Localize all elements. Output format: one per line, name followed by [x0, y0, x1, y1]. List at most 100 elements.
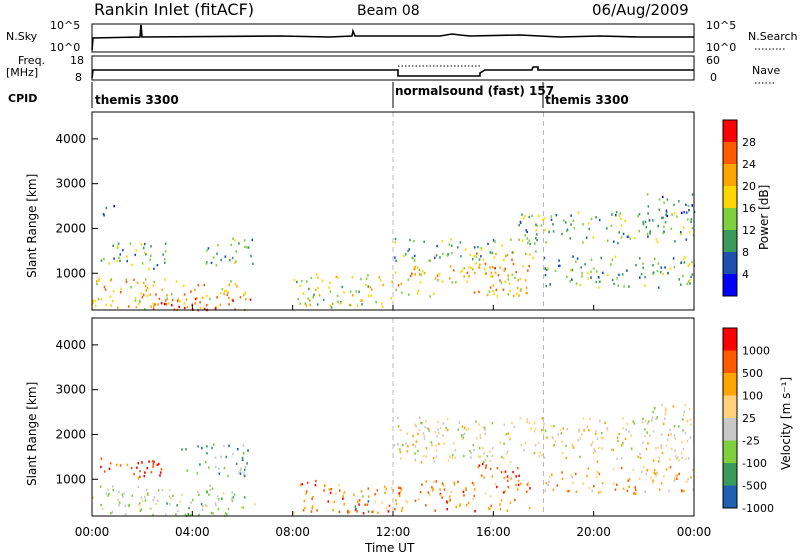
- heatmap-cell: [516, 466, 519, 470]
- heatmap-cell: [127, 305, 130, 308]
- heatmap-cell: [669, 466, 672, 469]
- heatmap-cell: [391, 486, 393, 490]
- heatmap-cell: [461, 269, 463, 272]
- heatmap-cell: [315, 479, 317, 483]
- heatmap-cell: [518, 238, 520, 241]
- heatmap-cell: [591, 441, 594, 444]
- heatmap-cell: [317, 287, 319, 290]
- heatmap-cell: [690, 275, 692, 279]
- heatmap-cell: [414, 273, 416, 276]
- heatmap-cell: [492, 447, 494, 450]
- heatmap-cell: [429, 259, 431, 262]
- heatmap-cell: [337, 300, 339, 303]
- heatmap-cell: [152, 462, 155, 466]
- heatmap-cell: [467, 427, 470, 431]
- heatmap-cell: [655, 474, 657, 478]
- heatmap-cell: [567, 490, 569, 493]
- heatmap-cell: [618, 273, 620, 277]
- heatmap-cell: [235, 260, 237, 263]
- colorbar-segment: [723, 395, 737, 418]
- heatmap-cell: [510, 477, 512, 480]
- heatmap-cell: [168, 495, 171, 498]
- heatmap-cell: [582, 241, 584, 244]
- heatmap-cell: [457, 480, 459, 484]
- heatmap-cell: [492, 290, 494, 293]
- heatmap-cell: [361, 303, 363, 306]
- colorbar-segment: [723, 274, 737, 296]
- heatmap-cell: [509, 460, 512, 464]
- heatmap-cell: [454, 449, 457, 452]
- heatmap-cell: [628, 485, 630, 488]
- heatmap-cell: [596, 470, 599, 474]
- heatmap-cell: [164, 278, 166, 281]
- heatmap-cell: [682, 413, 685, 417]
- heatmap-cell: [96, 280, 98, 283]
- heatmap-cell: [648, 219, 651, 222]
- heatmap-cell: [682, 447, 685, 451]
- heatmap-cell: [473, 494, 476, 498]
- heatmap-cell: [577, 430, 580, 433]
- heatmap-cell: [586, 474, 588, 478]
- heatmap-cell: [491, 266, 494, 269]
- heatmap-cell: [144, 278, 147, 281]
- heatmap-cell: [187, 513, 190, 516]
- power-heatmap: [92, 112, 696, 312]
- heatmap-cell: [558, 264, 560, 268]
- heatmap-cell: [220, 455, 222, 458]
- heatmap-cell: [620, 217, 622, 221]
- heatmap-cell: [503, 457, 505, 460]
- heatmap-cell: [523, 448, 525, 452]
- heatmap-cell: [107, 494, 110, 497]
- heatmap-cell: [200, 503, 203, 506]
- heatmap-cell: [673, 434, 676, 437]
- heatmap-cell: [250, 254, 252, 258]
- heatmap-cell: [134, 299, 137, 302]
- heatmap-cell: [415, 425, 417, 428]
- heatmap-cell: [639, 456, 642, 460]
- heatmap-cell: [166, 294, 168, 297]
- heatmap-cell: [552, 223, 554, 226]
- heatmap-cell: [530, 427, 532, 430]
- colorbar-segment: [723, 142, 737, 164]
- heatmap-cell: [673, 479, 676, 482]
- heatmap-cell: [503, 476, 506, 480]
- heatmap-cell: [500, 499, 503, 502]
- heatmap-cell: [575, 282, 578, 285]
- heatmap-cell: [482, 426, 485, 429]
- heatmap-cell: [643, 465, 645, 469]
- heatmap-cell: [626, 489, 629, 493]
- heatmap-cell: [466, 280, 468, 283]
- heatmap-cell: [164, 299, 167, 302]
- heatmap-cell: [582, 417, 585, 420]
- heatmap-cell: [404, 253, 407, 256]
- heatmap-cell: [574, 472, 577, 476]
- heatmap-cell: [545, 482, 548, 485]
- heatmap-cell: [400, 457, 402, 460]
- heatmap-cell: [544, 489, 546, 492]
- heatmap-cell: [618, 231, 620, 234]
- heatmap-cell: [342, 492, 345, 495]
- heatmap-cell: [465, 487, 467, 490]
- heatmap-cell: [644, 220, 647, 224]
- heatmap-cell: [621, 273, 624, 276]
- heatmap-cell: [194, 297, 197, 301]
- heatmap-cell: [311, 497, 313, 501]
- nave-label: Nave: [752, 64, 780, 77]
- heatmap-cell: [103, 257, 105, 261]
- heatmap-cell: [234, 282, 237, 286]
- heatmap-cell: [220, 258, 222, 262]
- heatmap-cell: [385, 487, 388, 491]
- heatmap-cell: [526, 420, 528, 424]
- heatmap-cell: [400, 488, 403, 491]
- heatmap-cell: [597, 471, 600, 474]
- heatmap-cell: [662, 216, 664, 219]
- heatmap-cell: [670, 447, 673, 451]
- heatmap-cell: [672, 257, 675, 260]
- heatmap-cell: [489, 251, 492, 254]
- heatmap-cell: [430, 441, 433, 444]
- heatmap-cell: [453, 269, 455, 272]
- heatmap-cell: [161, 288, 164, 291]
- heatmap-cell: [466, 271, 469, 275]
- heatmap-cell: [418, 268, 421, 272]
- heatmap-cell: [682, 418, 684, 421]
